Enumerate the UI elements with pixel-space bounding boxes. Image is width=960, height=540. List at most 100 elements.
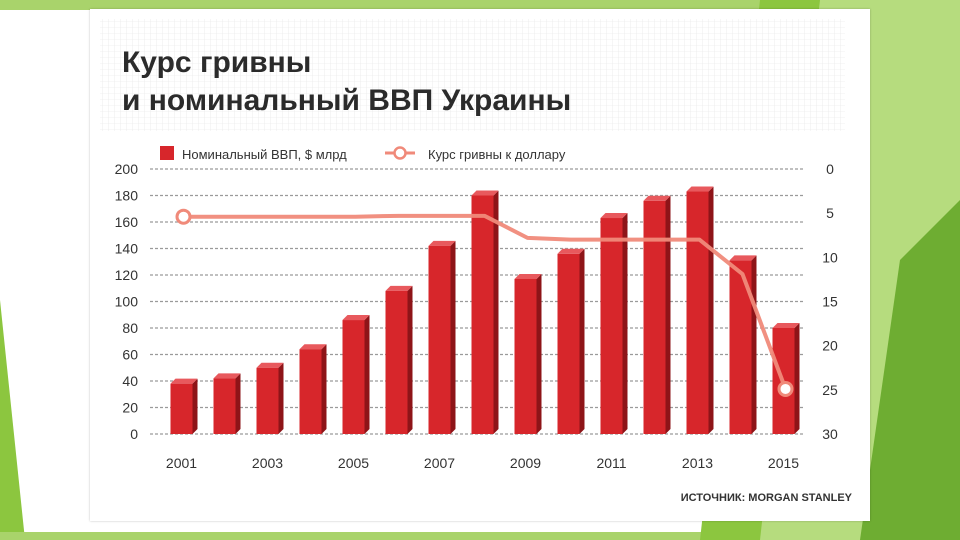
y-left-tick-label: 180: [115, 188, 139, 204]
legend-bar-swatch: [160, 146, 174, 160]
rate-endpoint-marker: [175, 208, 192, 225]
bar-side: [794, 323, 800, 434]
chart: Курс гривны и номинальный ВВП Украины Но…: [100, 19, 853, 504]
bar-side: [321, 344, 327, 434]
bar-side: [493, 190, 499, 434]
bar-side: [579, 248, 585, 434]
bar-top: [342, 315, 370, 321]
title-area: [100, 19, 845, 131]
bar: [772, 323, 800, 434]
x-tick-label: 2011: [596, 455, 626, 471]
bar-top: [170, 378, 198, 384]
bar: [385, 285, 413, 434]
bar-top: [428, 240, 456, 246]
bar-side: [192, 378, 198, 434]
y-left-tick-label: 160: [115, 214, 139, 230]
bar-front: [256, 367, 279, 434]
x-tick-label: 2003: [252, 455, 283, 471]
x-axis: 2001 2003 2005 2007 2009 2011 2013 2015: [166, 455, 799, 471]
bar-front: [385, 290, 408, 434]
y-left-tick-label: 200: [115, 161, 139, 177]
bar-top: [557, 248, 585, 254]
bar-top: [600, 213, 628, 219]
bar-front: [729, 260, 752, 434]
bar-side: [622, 213, 628, 434]
legend-rate-label: Курс гривны к доллару: [428, 147, 566, 162]
bar: [557, 248, 585, 434]
y-left-tick-label: 0: [130, 426, 138, 442]
bar: [643, 195, 671, 434]
bar-front: [428, 245, 451, 434]
chart-card: Курс гривны и номинальный ВВП Украины Но…: [90, 9, 870, 521]
bar-front: [213, 378, 236, 434]
bar: [600, 213, 628, 434]
y-left-tick-label: 40: [122, 373, 138, 389]
bar-front: [514, 278, 537, 434]
bar-front: [299, 349, 322, 434]
y-axis-right: 0 5 10 15 20 25 30: [822, 161, 838, 442]
y-right-tick-label: 10: [822, 249, 838, 265]
bar: [342, 315, 370, 434]
bar: [729, 255, 757, 434]
x-tick-label: 2001: [166, 455, 197, 471]
legend-gdp-label: Номинальный ВВП, $ млрд: [182, 147, 347, 162]
y-left-tick-label: 120: [115, 267, 139, 283]
left-accent: [0, 300, 25, 540]
chart-title-line1: Курс гривны: [122, 46, 311, 79]
bar: [170, 378, 198, 434]
chart-title-line2: и номинальный ВВП Украины: [122, 84, 571, 117]
bar-top: [471, 190, 499, 196]
bar-front: [600, 218, 623, 434]
y-left-tick-label: 60: [122, 347, 138, 363]
y-axis-left: 0 20 40 60 80 100 120 140 160 180 200: [115, 161, 139, 442]
bar: [514, 273, 542, 434]
y-right-tick-label: 20: [822, 338, 838, 354]
bar-front: [686, 191, 709, 434]
bar-top: [729, 255, 757, 261]
x-tick-label: 2015: [768, 455, 799, 471]
bar-top: [643, 195, 671, 201]
y-right-tick-label: 30: [822, 426, 838, 442]
legend: Номинальный ВВП, $ млрд Курс гривны к до…: [160, 146, 566, 162]
y-right-tick-label: 0: [826, 161, 834, 177]
bar-top: [256, 362, 284, 368]
bar-side: [278, 362, 284, 434]
bar-side: [364, 315, 370, 434]
bar: [428, 240, 456, 434]
y-left-tick-label: 20: [122, 400, 138, 416]
y-left-tick-label: 140: [115, 241, 139, 257]
bar-series: [170, 186, 800, 434]
bar: [686, 186, 714, 434]
bar-front: [342, 320, 365, 434]
bar-front: [170, 383, 193, 434]
x-tick-label: 2005: [338, 455, 369, 471]
source-note: ИСТОЧНИК: MORGAN STANLEY: [681, 492, 853, 504]
bar-side: [235, 373, 241, 434]
bar-top: [772, 323, 800, 328]
bar-top: [514, 273, 542, 279]
x-tick-label: 2007: [424, 455, 455, 471]
bar-side: [665, 195, 671, 434]
bar-side: [536, 273, 542, 434]
bar-top: [385, 285, 413, 291]
rate-endpoint-marker: [777, 380, 794, 397]
y-left-tick-label: 80: [122, 320, 138, 336]
y-right-tick-label: 5: [826, 205, 834, 221]
bar-top: [299, 344, 327, 350]
y-left-tick-label: 100: [115, 294, 139, 310]
rate-line: [183, 213, 788, 390]
bar-front: [643, 200, 666, 434]
bar-side: [407, 285, 413, 434]
bar-front: [557, 253, 580, 434]
y-right-tick-label: 15: [822, 294, 838, 310]
bar: [471, 190, 499, 434]
legend-line-marker: [393, 146, 407, 160]
x-tick-label: 2009: [510, 455, 541, 471]
bar: [213, 373, 241, 434]
top-left-accent: [0, 0, 960, 10]
bar-side: [751, 255, 757, 434]
bar-top: [686, 186, 714, 192]
y-right-tick-label: 25: [822, 382, 838, 398]
bar-side: [708, 186, 714, 434]
bar: [256, 362, 284, 434]
